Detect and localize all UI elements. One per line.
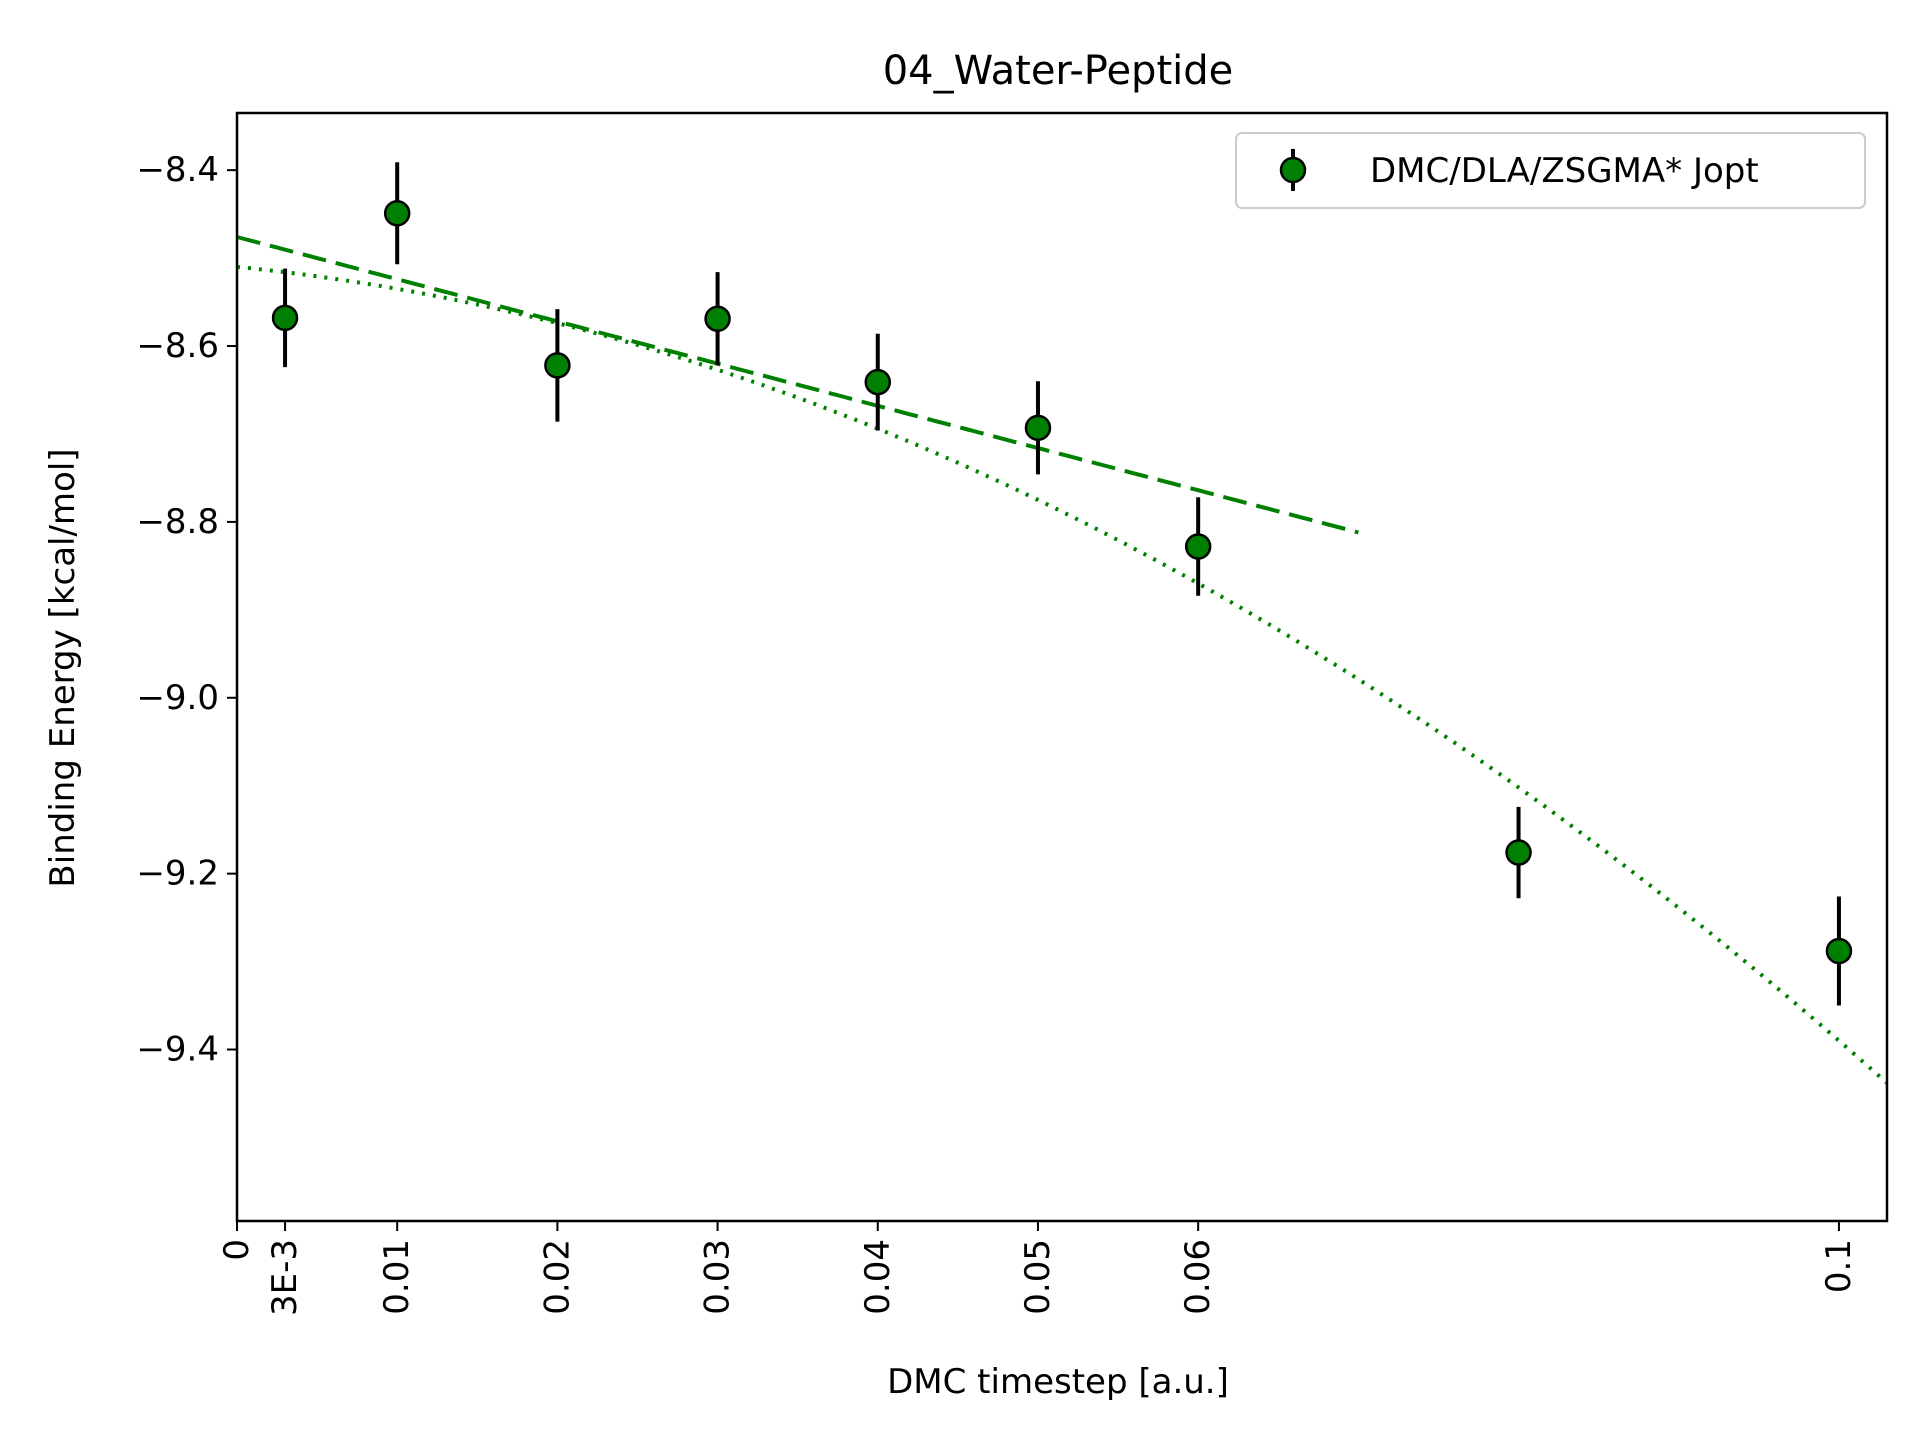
fit-line-quadratic <box>236 264 1889 1085</box>
legend-box <box>1235 132 1866 209</box>
y-tick-label-1: −8.6 <box>136 326 219 366</box>
data-point-8 <box>1825 937 1853 965</box>
x-tick-label-0: 0 <box>217 1239 257 1261</box>
data-point-3 <box>704 305 731 333</box>
y-tick-label-3: −9.0 <box>136 678 219 718</box>
chart-title: 04_Water-Peptide <box>883 48 1234 94</box>
x-tick-label-1: 3E-3 <box>265 1239 305 1316</box>
x-axis-ticks: 0 3E-3 0.01 0.02 0.03 0.04 0.05 0.06 0.1 <box>217 1221 1859 1316</box>
data-point-0 <box>271 304 299 332</box>
y-tick-label-0: −8.4 <box>136 150 219 190</box>
legend-marker-icon <box>1279 156 1307 184</box>
x-tick-label-3: 0.02 <box>537 1239 577 1315</box>
data-point-5 <box>1024 414 1052 442</box>
x-tick-label-7: 0.06 <box>1178 1239 1218 1315</box>
legend: DMC/DLA/ZSGMA* Jopt <box>1235 132 1866 209</box>
data-point-2 <box>544 352 571 379</box>
data-point-1 <box>383 199 411 227</box>
x-tick-label-4: 0.03 <box>698 1239 738 1315</box>
x-tick-label-8: 0.1 <box>1819 1239 1859 1293</box>
plot-layer <box>236 162 1889 1085</box>
x-tick-label-2: 0.01 <box>377 1239 417 1315</box>
y-axis-ticks: −8.4 −8.6 −8.8 −9.0 −9.2 −9.4 <box>136 150 237 1070</box>
y-tick-label-5: −9.4 <box>136 1030 219 1070</box>
x-axis-label: DMC timestep [a.u.] <box>887 1362 1229 1402</box>
data-point-7 <box>1505 839 1532 866</box>
fit-line-linear <box>236 235 1359 535</box>
plot-frame <box>235 111 1889 1223</box>
y-axis-label: Binding Energy [kcal/mol] <box>43 448 83 887</box>
legend-label: DMC/DLA/ZSGMA* Jopt <box>1370 151 1759 191</box>
x-tick-label-5: 0.04 <box>858 1239 898 1315</box>
y-tick-label-2: −8.8 <box>136 502 219 542</box>
data-point-4 <box>864 368 892 396</box>
data-point-6 <box>1184 533 1212 560</box>
y-tick-label-4: −9.2 <box>136 854 219 894</box>
x-tick-label-6: 0.05 <box>1018 1239 1058 1315</box>
